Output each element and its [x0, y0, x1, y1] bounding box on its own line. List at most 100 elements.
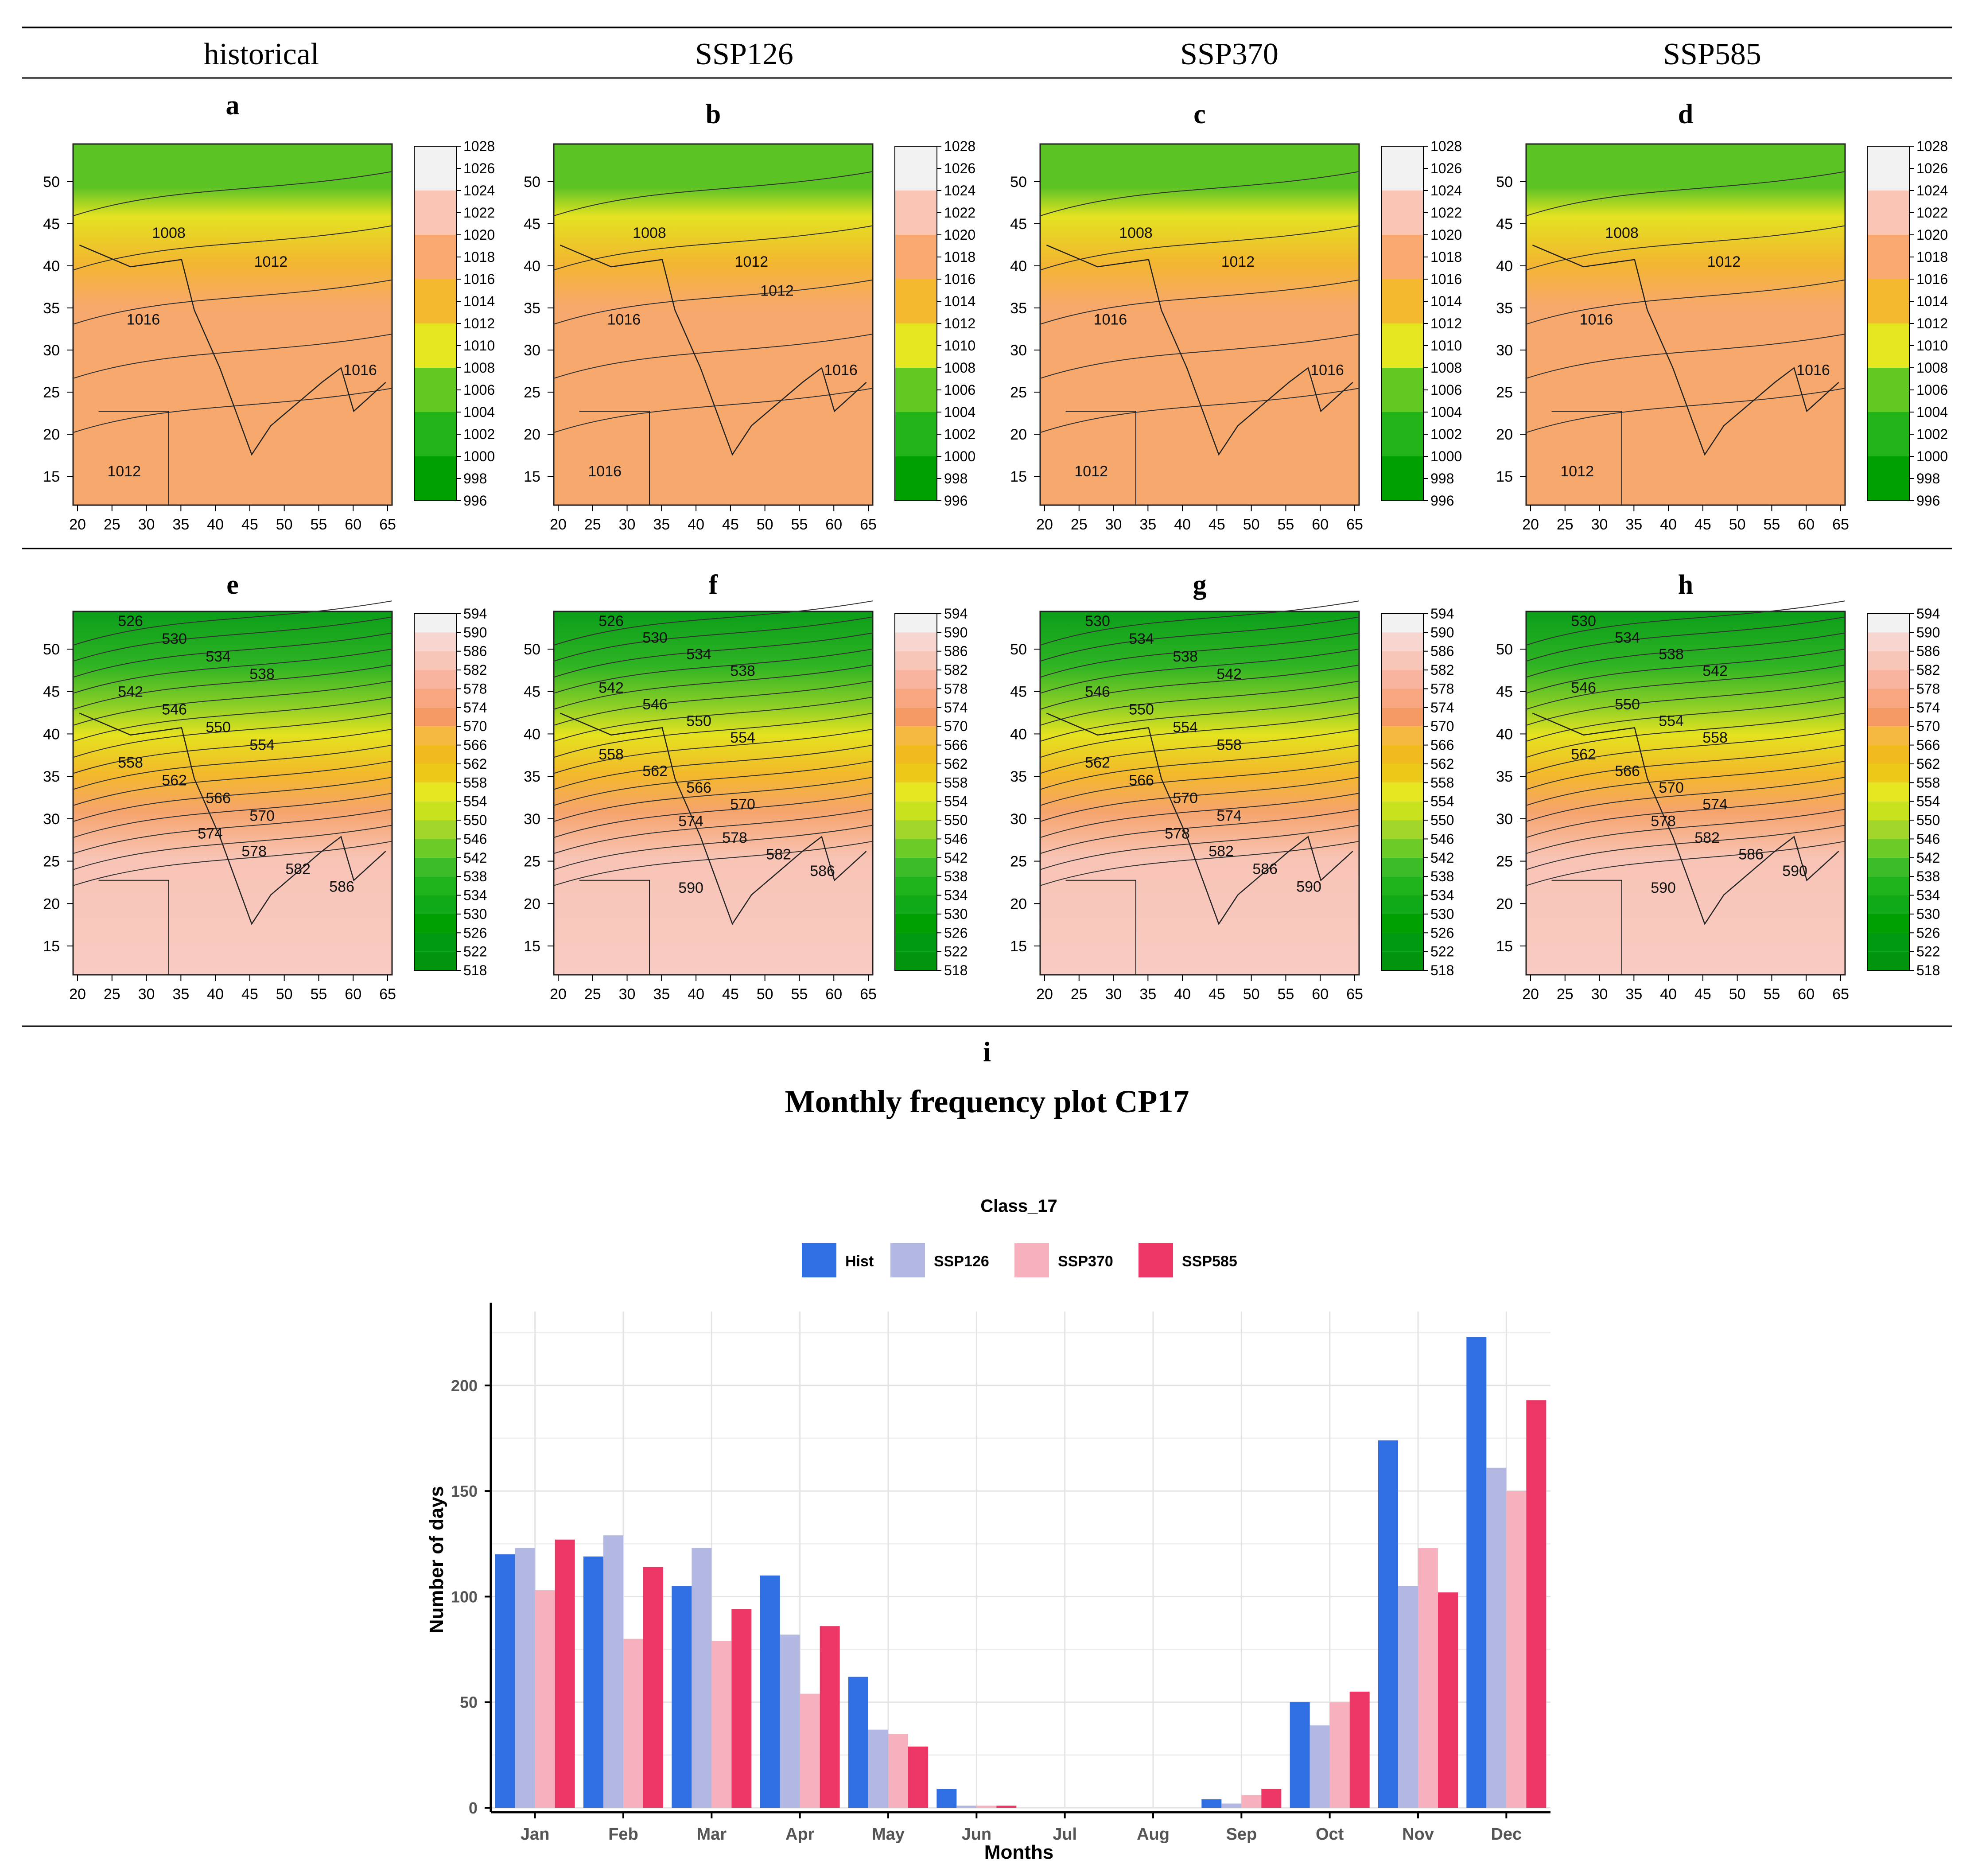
contour-label: 1012: [1221, 253, 1255, 270]
legend-tick-label: 546: [1430, 831, 1454, 847]
contour-label: 570: [730, 796, 755, 813]
legend-tick-label: 1028: [1430, 138, 1462, 154]
lat-tick-label: 50: [1010, 174, 1027, 191]
legend-swatch: [414, 707, 456, 727]
x-tick-label: Jun: [962, 1825, 992, 1844]
header: historical SSP126 SSP370 SSP585: [22, 27, 1952, 1027]
color-legend: 1028 1026 1024 1022 1020 1018 1016 1014 1012 1010…: [894, 138, 975, 509]
contour-label: 1008: [1119, 225, 1153, 241]
legend-swatch: [414, 191, 456, 213]
legend-swatch: [895, 279, 937, 301]
legend-swatch: [895, 726, 937, 745]
contour-line: [1040, 697, 1360, 742]
contour-label: 558: [1702, 729, 1728, 746]
legend-swatch: [1381, 191, 1423, 213]
map-panel-g: g 530 534 538 542 546 550 554 558 562 566 570 574 578…: [1010, 570, 1454, 1003]
lat-tick-label: 45: [1010, 684, 1027, 701]
lon-tick-label: 50: [276, 516, 293, 533]
legend-tick-label: 1026: [944, 160, 975, 176]
legend-tick-label: 522: [1430, 944, 1454, 960]
legend-swatch: [1867, 857, 1909, 877]
contour-label: 538: [730, 663, 755, 680]
y-tick-label: 150: [451, 1482, 478, 1500]
contour-line: [73, 793, 392, 838]
legend-swatch: [895, 390, 937, 412]
lon-tick-label: 40: [207, 516, 224, 533]
legend-tick-label: 582: [1430, 662, 1454, 678]
bar-ssp585-nov: [1438, 1592, 1458, 1808]
lat-tick-label: 30: [1496, 342, 1513, 359]
legend-tick-label: 1028: [944, 138, 975, 154]
contour-label: 578: [1165, 825, 1190, 842]
contour-label: 1016: [1310, 362, 1344, 379]
contour-line: [553, 632, 873, 678]
legend-tick-label: 1022: [463, 205, 495, 221]
legend-swatch: [1867, 257, 1909, 279]
legend-swatch: [1867, 632, 1909, 651]
lon-tick-label: 25: [1071, 516, 1088, 533]
legend-swatch: [414, 689, 456, 708]
legend-tick-label: 546: [463, 831, 487, 847]
legend-swatch: [414, 479, 456, 501]
contour-label: 586: [329, 878, 354, 895]
coastline: [79, 245, 386, 456]
x-tick-label: Jan: [521, 1825, 549, 1844]
legend-frame: [1381, 613, 1424, 971]
legend-tick-label: 1016: [463, 271, 495, 287]
coastline: [1532, 245, 1839, 456]
contour-line: [1040, 841, 1360, 886]
bar-hist-oct: [1290, 1702, 1310, 1808]
lon-tick-label: 20: [1036, 516, 1053, 533]
contour-line: [553, 334, 873, 379]
legend-tick-label: 1004: [944, 404, 975, 420]
legend-tick-label: 558: [463, 775, 487, 790]
x-tick-label: Mar: [697, 1825, 727, 1844]
color-legend: 594 590 586 582 578 574 570 566 562 558 554 550 546 5…: [1381, 606, 1454, 978]
y-tick-label: 200: [451, 1377, 478, 1395]
lon-tick-label: 20: [1036, 986, 1053, 1003]
contour-line: [73, 681, 392, 726]
contour-line: [553, 825, 873, 870]
lat-tick-label: 50: [43, 174, 60, 191]
legend-tick-label: 586: [1430, 643, 1454, 659]
contour-label: 546: [642, 696, 668, 713]
bar-ssp126-sep: [1221, 1803, 1242, 1808]
contour-label: 538: [1173, 648, 1198, 665]
lon-tick-label: 50: [757, 986, 773, 1003]
legend-tick-label: 534: [1430, 887, 1454, 903]
contour-line: [1526, 279, 1846, 325]
contour-label: 590: [1651, 880, 1676, 896]
bar-ssp370-mar: [711, 1641, 732, 1808]
column-header-ssp370: SSP370: [1180, 37, 1278, 71]
lon-tick-label: 40: [1174, 986, 1191, 1003]
lon-tick-label: 40: [1660, 516, 1677, 533]
legend-swatch: [895, 168, 937, 191]
border-line: [579, 880, 650, 975]
lat-tick-label: 15: [1496, 468, 1513, 485]
contour-line: [1526, 777, 1846, 822]
lat-tick-label: 35: [1010, 768, 1027, 785]
legend-tick-label: 538: [1430, 868, 1454, 884]
lat-tick-label: 50: [524, 641, 540, 658]
legend-tick-label: 558: [1430, 775, 1454, 790]
legend-tick-label: 1004: [463, 404, 495, 420]
legend-label-ssp370: SSP370: [1058, 1253, 1113, 1270]
contour-line: [73, 777, 392, 822]
legend-tick-label: 530: [944, 906, 968, 922]
column-header-ssp585: SSP585: [1663, 37, 1761, 71]
legend-swatch: [1867, 434, 1909, 456]
contour-label: 1012: [1707, 253, 1741, 270]
lon-tick-label: 60: [825, 986, 842, 1003]
contour-line: [73, 809, 392, 854]
contour-label: 1016: [1094, 311, 1127, 328]
legend-tick-label: 1002: [1916, 426, 1948, 442]
legend-swatch: [1867, 951, 1909, 970]
legend-swatch: [414, 670, 456, 689]
legend-swatch: [895, 146, 937, 168]
contour-line: [1526, 632, 1846, 678]
map-panel-b: b 1008 1012 1016 1016 1016 1012 20 25 30 35 40 45 50 5…: [524, 99, 975, 533]
legend-swatch: [414, 168, 456, 191]
contour-line: [1526, 809, 1846, 854]
legend-swatch: [1867, 146, 1909, 168]
bar-ssp126-jun: [956, 1806, 977, 1808]
